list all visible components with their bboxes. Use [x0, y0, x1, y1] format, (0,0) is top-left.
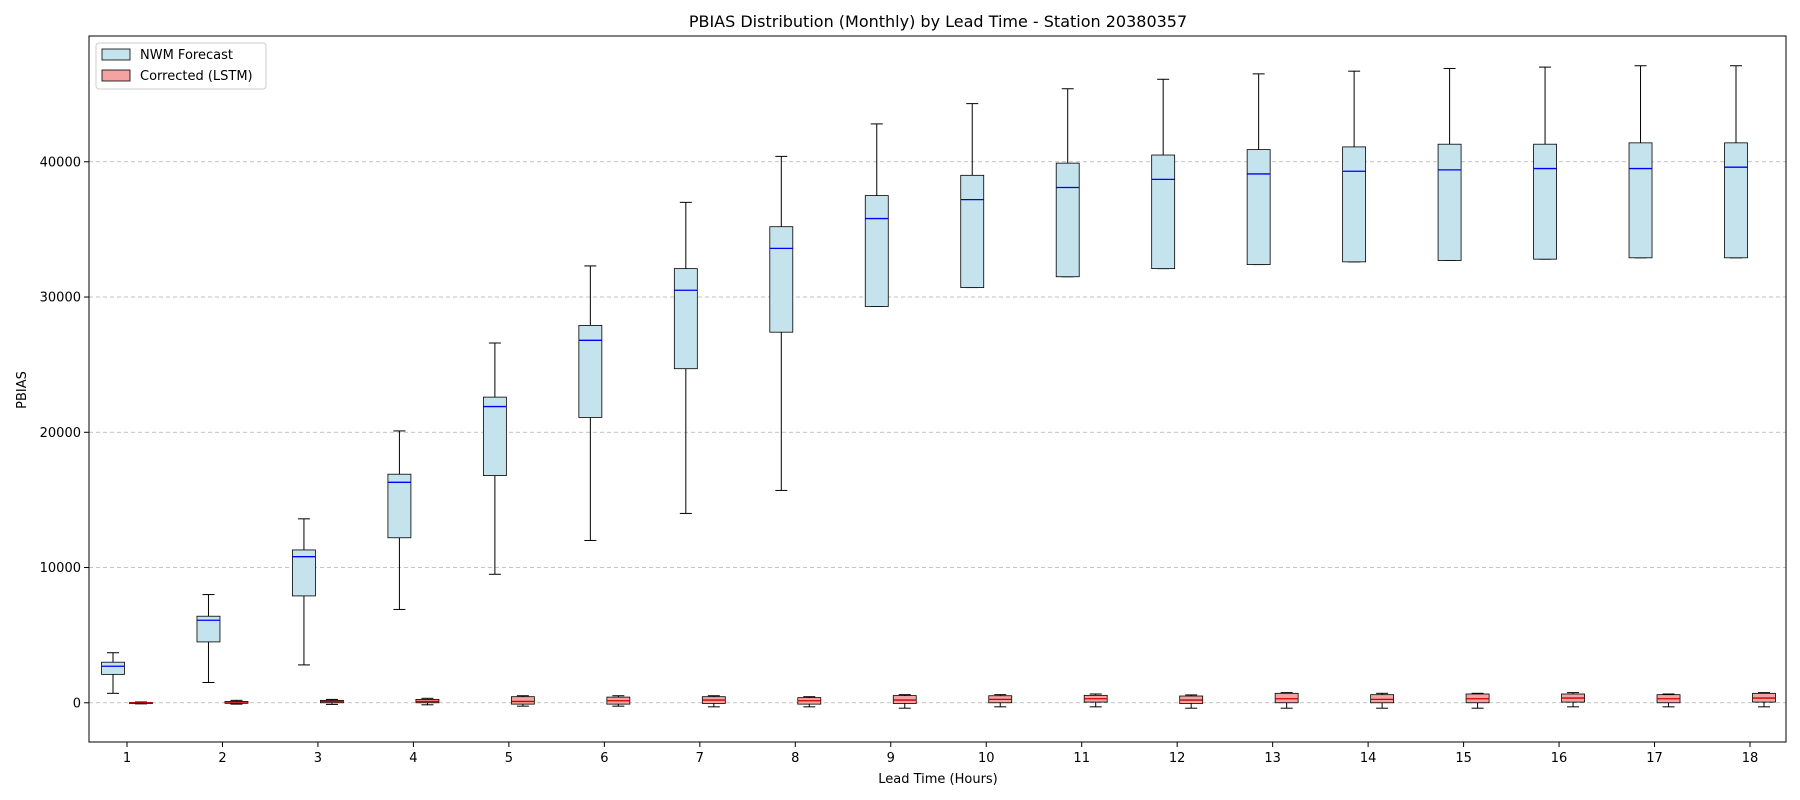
- y-axis-label: PBIAS: [15, 371, 30, 409]
- box-body: [673, 268, 698, 370]
- legend-label-lstm: Corrected (LSTM): [140, 69, 253, 84]
- box-body: [1370, 694, 1395, 704]
- box-lstm: [224, 699, 249, 705]
- box-nwm: [864, 123, 889, 307]
- box-nwm: [673, 201, 698, 514]
- x-tick-label: 1: [123, 751, 131, 766]
- box-lstm: [129, 701, 153, 705]
- box-body: [482, 396, 507, 476]
- box-body: [1437, 143, 1462, 261]
- y-tick-label: 10000: [40, 561, 81, 576]
- x-tick-label: 12: [1169, 751, 1186, 766]
- box-lstm: [510, 695, 535, 707]
- box-lstm: [1752, 692, 1776, 708]
- box-body: [196, 615, 221, 643]
- box-body: [1055, 162, 1080, 278]
- box-nwm: [578, 265, 603, 541]
- legend-frame: [95, 42, 267, 90]
- x-tick-label: 16: [1551, 751, 1568, 766]
- y-axis: 0 10000 20000 30000 40000: [40, 155, 89, 711]
- plot-frame: [88, 35, 1787, 743]
- box-nwm: [387, 430, 412, 610]
- y-tick-label: 40000: [40, 155, 81, 170]
- box-body: [960, 174, 985, 288]
- x-tick-label: 13: [1264, 751, 1281, 766]
- x-tick-label: 7: [696, 751, 704, 766]
- box-lstm: [606, 695, 631, 707]
- x-tick-label: 3: [314, 751, 322, 766]
- box-lstm: [1083, 693, 1108, 708]
- box-body: [1724, 142, 1748, 259]
- box-lstm: [1179, 694, 1204, 709]
- box-body: [1246, 149, 1271, 265]
- box-nwm: [101, 652, 125, 694]
- box-body: [1533, 143, 1557, 260]
- box-lstm: [1274, 692, 1299, 709]
- x-tick-label: 6: [600, 751, 608, 766]
- grid-lines: [89, 161, 1786, 704]
- box-nwm: [1533, 66, 1557, 260]
- box-lstm: [320, 698, 344, 705]
- box-nwm: [1246, 73, 1271, 266]
- x-tick-label: 5: [505, 751, 513, 766]
- box-body: [1628, 142, 1653, 259]
- box-body: [864, 195, 889, 307]
- x-tick-label: 18: [1742, 751, 1759, 766]
- box-body: [292, 549, 316, 597]
- box-lstm: [797, 696, 822, 708]
- box-lstm: [1656, 693, 1681, 708]
- box-body: [101, 661, 125, 675]
- box-body: [578, 325, 603, 418]
- box-lstm: [415, 697, 440, 706]
- y-tick-label: 0: [73, 696, 81, 711]
- x-tick-label: 8: [791, 751, 799, 766]
- box-lstm: [1561, 692, 1585, 708]
- box-nwm: [960, 103, 985, 289]
- box-nwm: [769, 155, 794, 491]
- x-tick-label: 2: [218, 751, 226, 766]
- box-lstm: [1465, 692, 1490, 709]
- box-lstm: [701, 695, 726, 708]
- box-body: [1151, 154, 1176, 270]
- box-lstm: [892, 694, 917, 709]
- legend-label-nwm: NWM Forecast: [140, 48, 233, 63]
- x-tick-label: 15: [1455, 751, 1472, 766]
- box-body: [387, 473, 412, 539]
- box-nwm: [1342, 70, 1367, 263]
- legend: NWM Forecast Corrected (LSTM): [95, 42, 267, 90]
- x-tick-label: 9: [887, 751, 895, 766]
- box-lstm: [1370, 692, 1395, 709]
- plot-area: [101, 65, 1776, 709]
- box-nwm: [482, 342, 507, 575]
- box-nwm: [196, 594, 221, 683]
- legend-swatch-lstm: [101, 69, 131, 82]
- box-nwm: [1724, 65, 1748, 259]
- box-body: [1274, 692, 1299, 704]
- x-tick-label: 17: [1646, 751, 1663, 766]
- box-nwm: [1437, 67, 1462, 262]
- box-body: [769, 226, 794, 333]
- y-tick-label: 20000: [40, 426, 81, 441]
- chart-title: PBIAS Distribution (Monthly) by Lead Tim…: [689, 12, 1187, 31]
- x-tick-label: 11: [1073, 751, 1090, 766]
- x-tick-label: 4: [409, 751, 417, 766]
- y-tick-label: 30000: [40, 291, 81, 306]
- box-nwm: [1055, 88, 1080, 278]
- box-nwm: [292, 518, 316, 666]
- box-body: [510, 696, 535, 705]
- legend-swatch-nwm: [101, 48, 131, 61]
- x-axis-label: Lead Time (Hours): [878, 772, 998, 787]
- box-body: [1342, 146, 1367, 263]
- box-lstm: [988, 694, 1013, 708]
- box-nwm: [1628, 65, 1653, 259]
- x-axis: 1 2 3 4 5 6 7 8 9 10 11 12 13 14 15 16 17 18: [123, 742, 1758, 766]
- x-tick-label: 14: [1360, 751, 1377, 766]
- box-nwm: [1151, 78, 1176, 270]
- x-tick-label: 10: [978, 751, 995, 766]
